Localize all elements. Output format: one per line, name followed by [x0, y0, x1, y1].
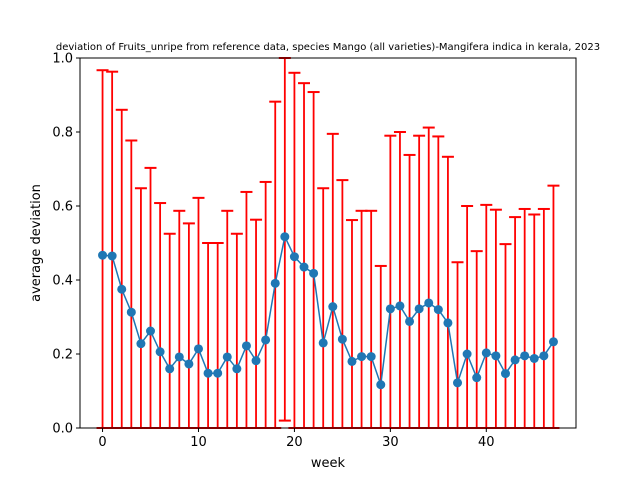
data-point-44: [520, 351, 530, 361]
y-tick-label-0: 0.0: [52, 422, 73, 437]
data-point-4: [136, 339, 146, 349]
data-point-43: [510, 355, 520, 365]
x-axis-label: week: [311, 456, 346, 471]
data-point-1: [107, 251, 117, 261]
data-point-22: [309, 268, 319, 278]
data-point-6: [155, 347, 165, 357]
data-point-37: [453, 378, 463, 388]
data-point-15: [241, 341, 251, 351]
data-point-16: [251, 356, 261, 366]
data-point-0: [98, 250, 108, 260]
data-point-39: [472, 373, 482, 383]
x-tick-label-30: 30: [382, 435, 399, 450]
chart-title: deviation of Fruits_unripe from referenc…: [56, 42, 600, 53]
data-point-34: [424, 298, 434, 308]
x-tick-label-10: 10: [190, 435, 207, 450]
x-tick-label-0: 0: [98, 435, 106, 450]
series-line: [98, 232, 558, 390]
data-point-35: [433, 305, 443, 315]
data-point-7: [165, 364, 175, 374]
y-ticks: 0.0 0.2 0.4 0.6 0.8 1.0: [52, 52, 80, 437]
data-point-33: [414, 304, 424, 314]
y-axis-label: average deviation: [29, 184, 44, 302]
data-point-8: [174, 352, 184, 362]
error-bars: [96, 57, 560, 429]
data-point-25: [337, 334, 347, 344]
data-point-30: [385, 304, 395, 314]
data-point-20: [289, 252, 299, 262]
data-point-28: [366, 352, 376, 362]
data-point-29: [376, 380, 386, 390]
x-tick-label-20: 20: [286, 435, 303, 450]
y-tick-label-0.6: 0.6: [52, 200, 73, 215]
data-point-23: [318, 338, 328, 348]
y-tick-label-1: 1.0: [52, 52, 73, 67]
data-point-19: [280, 232, 290, 242]
data-point-26: [347, 356, 357, 366]
data-point-11: [203, 368, 213, 378]
data-point-5: [146, 326, 156, 336]
data-point-21: [299, 262, 309, 272]
data-point-32: [405, 316, 415, 326]
data-point-18: [270, 278, 280, 288]
data-point-47: [548, 337, 558, 347]
data-point-31: [395, 301, 405, 311]
data-point-24: [328, 302, 338, 312]
data-point-2: [117, 284, 127, 294]
axes: [79, 57, 577, 429]
data-point-12: [213, 368, 223, 378]
data-point-36: [443, 318, 453, 328]
x-tick-label-40: 40: [478, 435, 495, 450]
data-point-10: [193, 344, 203, 354]
x-ticks: 0 10 20 30 40: [98, 428, 495, 450]
data-point-40: [481, 348, 491, 358]
y-tick-label-0.2: 0.2: [52, 348, 73, 363]
data-point-46: [539, 351, 549, 361]
data-point-13: [222, 352, 232, 362]
data-point-45: [529, 353, 539, 363]
data-point-17: [261, 335, 271, 345]
y-tick-label-0.8: 0.8: [52, 126, 73, 141]
data-point-9: [184, 359, 194, 369]
data-point-27: [357, 352, 367, 362]
data-point-42: [500, 369, 510, 379]
y-tick-label-0.4: 0.4: [52, 274, 73, 289]
data-point-41: [491, 351, 501, 361]
data-point-38: [462, 349, 472, 359]
data-point-3: [126, 307, 136, 317]
data-point-14: [232, 364, 242, 374]
plot-frame: [79, 57, 577, 429]
